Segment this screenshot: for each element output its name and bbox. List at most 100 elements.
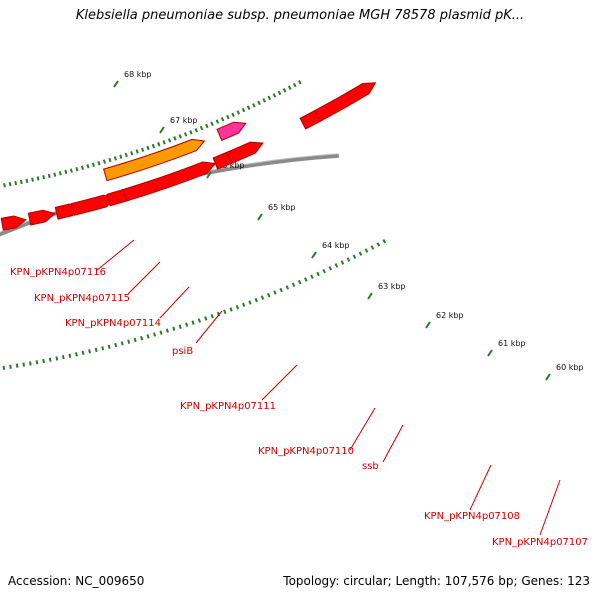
inner-tick-ring <box>102 159 106 164</box>
inner-tick-ring <box>19 179 23 185</box>
gene-leader-line <box>539 479 561 536</box>
inner-tick-ring <box>178 134 182 139</box>
outer-tick-ring <box>101 346 105 351</box>
outer-tick-ring <box>285 285 290 290</box>
inner-tick-ring <box>287 85 292 90</box>
gene-leader-line <box>127 261 161 295</box>
gene-leader-line <box>195 310 223 344</box>
gene-feature <box>226 141 264 165</box>
outer-tick-ring <box>178 324 182 329</box>
inner-tick-ring <box>64 169 68 175</box>
inner-tick-ring <box>252 103 256 108</box>
inner-tick-ring <box>173 136 177 141</box>
outer-tick-ring <box>75 352 78 357</box>
outer-tick-ring <box>133 337 137 343</box>
gene-leader-line <box>95 239 135 272</box>
inner-tick-ring <box>162 140 166 145</box>
scale-tick <box>367 292 373 300</box>
outer-tick-ring <box>2 365 6 370</box>
outer-tick-ring <box>297 279 302 285</box>
outer-tick-ring <box>334 263 339 268</box>
inner-tick-ring <box>282 88 287 93</box>
outer-tick-ring <box>304 277 308 282</box>
gene-label: KPN_pKPN4p07110 <box>258 446 354 457</box>
inner-tick-ring <box>277 90 282 96</box>
outer-tick-ring <box>370 245 375 250</box>
inner-tick-ring <box>189 130 193 135</box>
inner-tick-ring <box>151 143 156 149</box>
outer-tick-ring <box>254 297 258 303</box>
outer-tick-ring <box>235 304 240 310</box>
gene-label: ssb <box>362 461 379 472</box>
outer-tick-ring <box>229 307 233 312</box>
inner-tick-ring <box>91 162 95 167</box>
gene-feature-highlighted <box>103 138 206 182</box>
inner-tick-ring <box>236 110 241 115</box>
topology-summary: Topology: circular; Length: 107,576 bp; … <box>283 574 590 588</box>
gene-leader-line <box>469 464 492 511</box>
inner-tick-ring <box>14 180 18 186</box>
inner-tick-ring <box>215 119 220 124</box>
scale-label: 63 kbp <box>378 282 406 291</box>
outer-tick-ring <box>191 320 195 325</box>
outer-tick-ring <box>223 309 227 315</box>
scale-tick <box>311 251 317 259</box>
map-title: Klebsiella pneumoniae subsp. pneumoniae … <box>75 8 525 23</box>
scale-label: 60 kbp <box>556 363 584 372</box>
scale-label: 62 kbp <box>436 311 464 320</box>
scale-label: 67 kbp <box>170 116 198 125</box>
scale-tick <box>257 213 263 221</box>
inner-tick-ring <box>53 172 57 177</box>
inner-tick-ring <box>58 171 62 176</box>
outer-tick-ring <box>185 322 189 327</box>
inner-tick-ring <box>80 165 84 170</box>
inner-tick-ring <box>292 82 297 88</box>
outer-tick-ring <box>146 334 150 339</box>
gene-feature <box>314 82 377 122</box>
outer-tick-ring <box>68 353 72 358</box>
outer-tick-ring <box>260 295 265 300</box>
outer-tick-ring <box>140 335 144 341</box>
gene-label: KPN_pKPN4p07115 <box>34 293 130 304</box>
outer-tick-ring <box>364 248 369 253</box>
scale-tick <box>113 80 119 88</box>
inner-tick-ring <box>124 152 128 158</box>
outer-tick-ring <box>340 260 345 265</box>
inner-tick-ring <box>246 105 251 111</box>
gene-label: KPN_pKPN4p07116 <box>10 267 106 278</box>
outer-tick-ring <box>120 341 124 346</box>
gene-feature <box>122 161 217 202</box>
gene-feature <box>0 215 27 231</box>
inner-tick-ring <box>210 121 214 126</box>
gene-leader-line <box>159 286 190 319</box>
inner-tick-ring <box>157 141 161 147</box>
inner-tick-ring <box>257 100 261 106</box>
inner-tick-ring <box>113 156 117 161</box>
inner-tick-ring <box>86 164 90 169</box>
outer-tick-ring <box>204 316 208 321</box>
inner-tick-ring <box>75 166 79 172</box>
gene-leader-line <box>382 424 404 463</box>
inner-tick-ring <box>241 107 246 113</box>
outer-tick-ring <box>267 292 271 298</box>
outer-tick-ring <box>94 347 98 353</box>
inner-tick-ring <box>194 128 198 133</box>
gene-label: KPN_pKPN4p07114 <box>65 318 161 329</box>
inner-tick-ring <box>199 125 204 131</box>
inner-tick-ring <box>262 98 266 103</box>
outer-tick-ring <box>29 361 32 366</box>
gene-label: psiB <box>172 346 193 357</box>
outer-tick-ring <box>127 339 131 344</box>
inner-tick-ring <box>25 178 29 184</box>
inner-tick-ring <box>3 183 6 188</box>
inner-tick-ring <box>47 173 51 179</box>
outer-tick-ring <box>88 349 91 354</box>
outer-tick-ring <box>172 326 176 331</box>
outer-tick-ring <box>9 364 12 369</box>
outer-tick-ring <box>35 360 39 365</box>
inner-tick-ring <box>231 112 235 118</box>
inner-tick-ring <box>298 80 302 85</box>
inner-tick-ring <box>69 168 73 173</box>
